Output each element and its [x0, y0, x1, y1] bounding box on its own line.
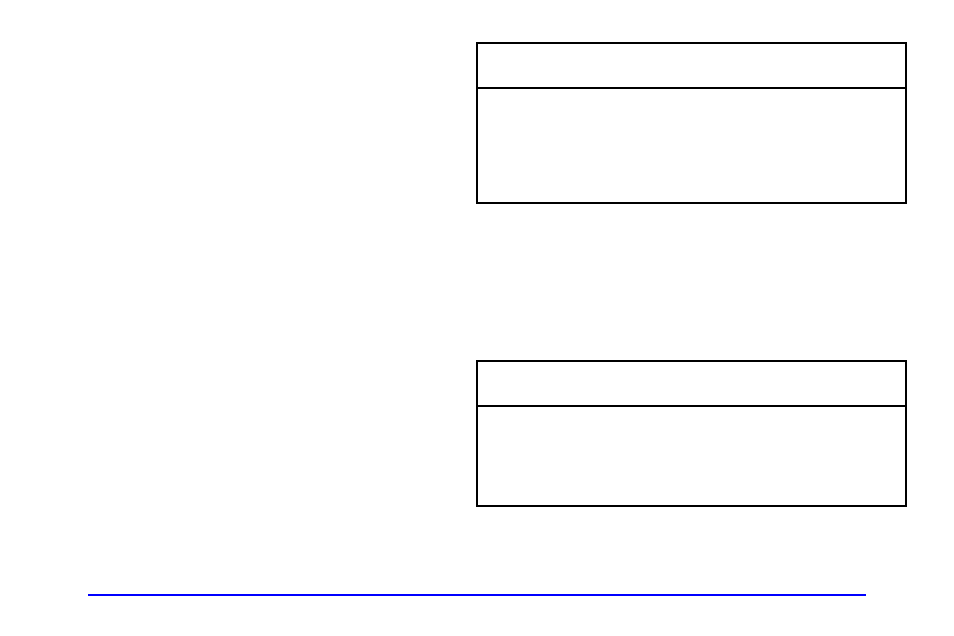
diagram-box-top [476, 42, 907, 204]
diagram-box-bottom-header [478, 362, 905, 407]
diagram-box-top-header [478, 44, 905, 89]
horizontal-rule [88, 594, 866, 596]
diagram-box-bottom [476, 360, 907, 507]
